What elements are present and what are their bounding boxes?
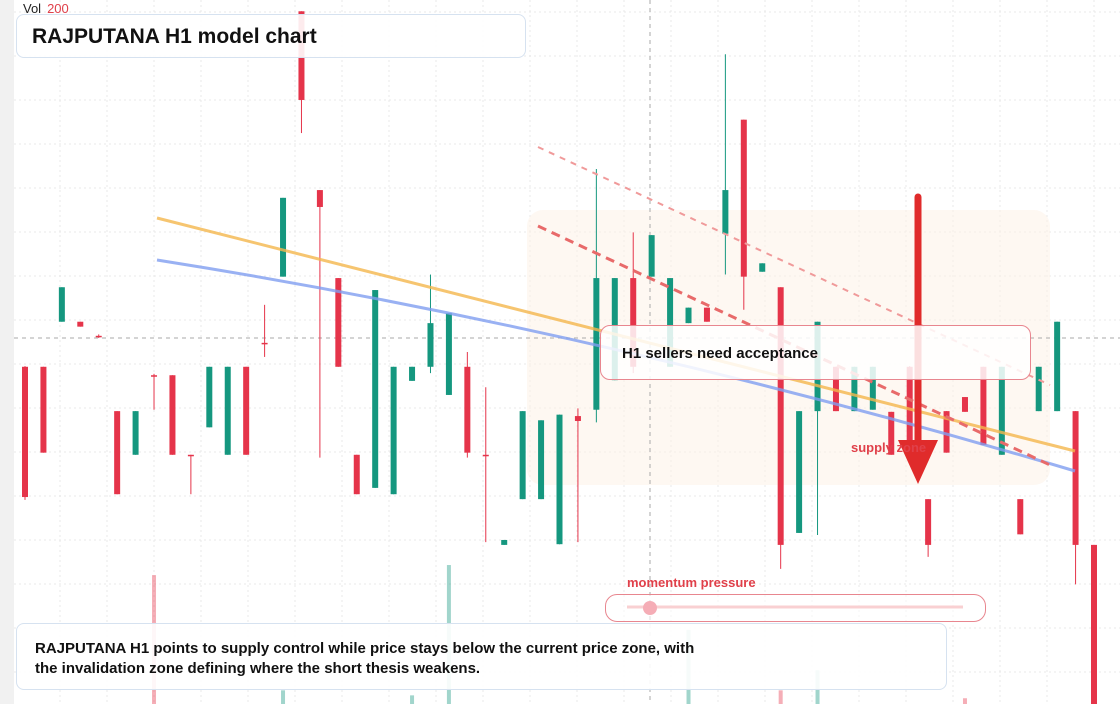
candle-body	[243, 366, 250, 455]
candle-body	[464, 366, 471, 453]
candle-body	[851, 366, 858, 412]
side-strip	[0, 0, 14, 704]
candle-body	[22, 366, 28, 498]
volume-bar	[962, 698, 967, 704]
volume-bar	[778, 690, 783, 704]
candle-body	[95, 335, 102, 338]
candle-body	[630, 278, 637, 367]
candle-body	[1035, 366, 1042, 412]
candle-body	[703, 307, 710, 322]
candle-body	[777, 287, 784, 545]
candle-body	[998, 366, 1005, 455]
candle-body	[556, 414, 563, 545]
down-arrow-head	[898, 440, 938, 484]
candle-body	[353, 454, 360, 495]
title-box: RAJPUTANA H1 model chart	[16, 14, 526, 58]
candle-body	[722, 190, 729, 234]
candle-body	[482, 454, 489, 457]
candle-body	[169, 375, 176, 455]
candle-body	[1054, 321, 1061, 412]
candle-body	[943, 411, 950, 453]
volume-label: Vol	[23, 1, 42, 16]
candle-body	[1091, 544, 1097, 704]
candle-body	[114, 411, 121, 495]
candle-body	[151, 375, 158, 377]
candle-body	[261, 342, 268, 345]
candle-body	[390, 366, 397, 495]
candle-body	[961, 397, 968, 412]
candle-body	[1017, 499, 1024, 535]
candle-body	[685, 307, 692, 324]
candle-body	[501, 539, 508, 545]
momentum-box	[605, 594, 986, 622]
candle-body	[1072, 411, 1079, 545]
candle-body	[538, 420, 545, 500]
channel-bottom	[537, 224, 1051, 467]
candle-body	[740, 119, 747, 277]
momentum-label: momentum pressure	[627, 575, 756, 590]
candle-body	[925, 499, 932, 545]
candle-body	[574, 416, 581, 421]
candle-body	[224, 366, 231, 455]
candle-body	[888, 411, 895, 455]
volume-bar	[281, 690, 286, 704]
note-box: H1 sellers need acceptance	[600, 325, 1031, 380]
candle-body	[648, 235, 655, 277]
candle-body	[335, 278, 342, 367]
candle-body	[519, 411, 526, 500]
candle-body	[280, 197, 287, 277]
chart-title: RAJPUTANA H1 model chart	[32, 25, 317, 48]
candle-body	[796, 411, 803, 533]
summary-box: RAJPUTANA H1 points to supply control wh…	[16, 623, 947, 690]
candle-body	[906, 366, 913, 455]
summary-line: RAJPUTANA H1 points to supply control wh…	[35, 640, 695, 657]
candle-body	[759, 263, 766, 272]
note: H1 sellers need acceptance	[622, 345, 818, 362]
candle-body	[58, 287, 65, 322]
candle-body	[869, 366, 876, 410]
candle-body	[187, 454, 194, 457]
candle-body	[445, 313, 452, 395]
candle-body	[316, 190, 323, 207]
candle-body	[372, 290, 379, 488]
zone-label: supply zone	[851, 440, 927, 455]
candle-body	[980, 366, 987, 445]
candle-body	[206, 366, 213, 428]
volume-bar	[410, 695, 415, 704]
volume-max: 200	[47, 1, 69, 16]
candle-body	[409, 366, 416, 381]
candle-body	[40, 366, 47, 453]
candle-body	[77, 321, 84, 327]
summary-line: the invalidation zone defining where the…	[35, 660, 481, 677]
candle-body	[427, 323, 434, 367]
candle-body	[132, 411, 139, 455]
volume-legend: Vol 200	[23, 1, 69, 16]
candle-body	[667, 278, 674, 367]
